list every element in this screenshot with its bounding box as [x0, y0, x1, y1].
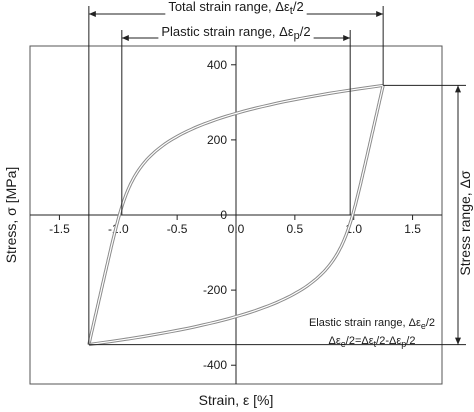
elastic-strain-equation: Δεe/2=Δεt/2-Δεp/2 [329, 335, 416, 349]
label-background [165, 0, 307, 17]
y-tick-label: 200 [207, 133, 227, 147]
x-tick-label: 1.5 [404, 222, 421, 236]
y-tick-label: 400 [207, 58, 227, 72]
x-tick-label: 0.5 [287, 222, 304, 236]
total-strain-range-label: Total strain range, Δεt/2 [168, 0, 303, 17]
plastic-strain-arrow-head-right [343, 35, 351, 41]
stress-range-title: Stress range, Δσ [457, 170, 473, 276]
loop-lower-core [88, 85, 384, 346]
x-tick-label: -0.5 [167, 222, 188, 236]
x-axis-title: Strain, ε [%] [199, 392, 274, 408]
range-arrows [88, 11, 461, 345]
y-axis-title: Stress, σ [MPa] [3, 167, 19, 264]
y-ticks: -400 -200 0 200 400 [203, 58, 236, 372]
elastic-strain-range-label: Elastic strain range, Δεe/2 [309, 317, 435, 331]
x-tick-label: 0.0 [228, 222, 245, 236]
stress-range-arrow-head-bottom [455, 337, 461, 345]
stress-range-arrow-head-top [455, 85, 461, 93]
y-tick-label: -400 [203, 358, 227, 372]
plastic-strain-arrow-head-left [121, 35, 129, 41]
guide-lines [88, 6, 466, 346]
loop-upper-core [88, 84, 384, 345]
y-tick-label: -200 [203, 283, 227, 297]
x-ticks: -1.5 -1.0 -0.5 0.0 0.5 1.0 1.5 [49, 215, 421, 236]
plastic-strain-range-label: Plastic strain range, Δεp/2 [161, 24, 310, 42]
total-strain-arrow-head-left [88, 11, 96, 17]
y-tick-label: 0 [220, 208, 227, 222]
x-tick-label: -1.5 [49, 222, 70, 236]
label-background [158, 24, 314, 42]
total-strain-arrow-head-right [376, 11, 384, 17]
